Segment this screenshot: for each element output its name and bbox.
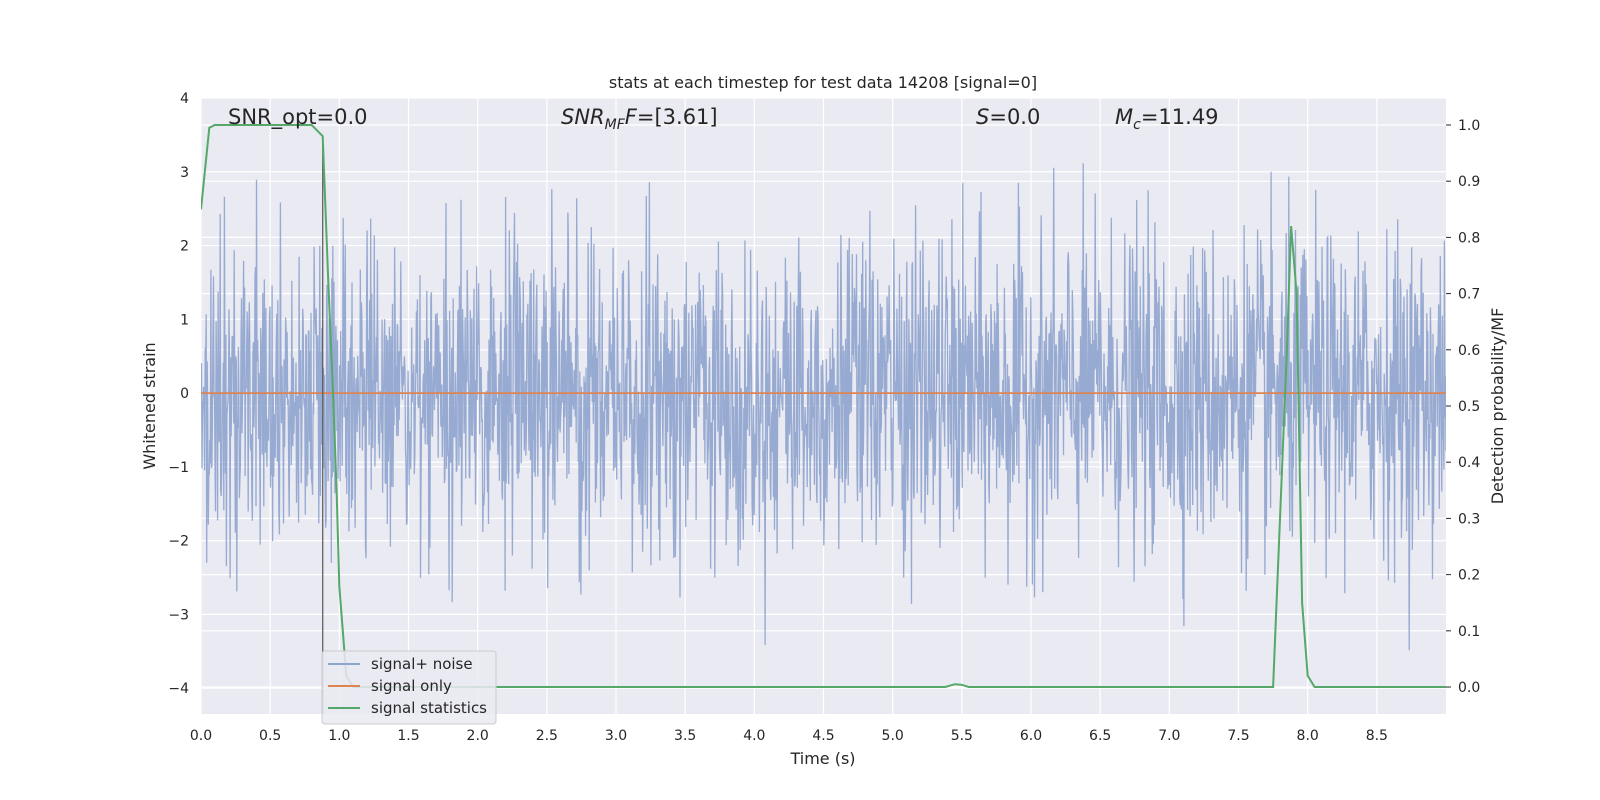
y-tick-label: 1: [180, 312, 189, 328]
annotation-s: S=0.0: [976, 105, 1040, 129]
y2-tick-label: 0.6: [1458, 343, 1480, 359]
x-tick-label: 3.5: [674, 728, 696, 744]
y2-tick-label: 0.5: [1458, 399, 1480, 415]
y-tick-label: −2: [168, 534, 189, 550]
series-signal-noise: [201, 163, 1446, 651]
y2-tick-label: 0.4: [1458, 455, 1480, 471]
y-tick-label: 4: [180, 91, 189, 107]
x-tick-label: 5.0: [882, 728, 904, 744]
y2-tick-label: 0.8: [1458, 230, 1480, 246]
plot-series: [201, 124, 1446, 714]
y2-tick-label: 0.0: [1458, 680, 1480, 696]
legend: signal+ noise signal only signal statist…: [321, 650, 497, 725]
x-axis-ticks: 0.0 0.5 1.0 1.5 2.0 2.5 3.0 3.5 4.0 4.5 5.0 5.5 6.0 6…: [190, 728, 1388, 744]
annotation-mc: Mc=11.49: [1115, 105, 1219, 133]
x-axis-label: Time (s): [789, 749, 855, 768]
legend-label-signal-statistics: signal statistics: [371, 699, 487, 717]
y-tick-label: −1: [168, 460, 189, 476]
annotation-snr-mf: SNRMFF=[3.61]: [561, 105, 718, 133]
annotation-snr-opt: SNR_opt=0.0: [228, 105, 368, 130]
x-tick-label: 0.0: [190, 728, 212, 744]
x-tick-label: 7.5: [1227, 728, 1249, 744]
y2-tick-label: 1.0: [1458, 118, 1480, 134]
y2-axis-ticks: 1.0 0.9 0.8 0.7 0.6 0.5 0.4 0.3 0.2 0.1 0.0: [1446, 118, 1480, 696]
y-tick-label: 2: [180, 239, 189, 255]
x-tick-label: 0.5: [259, 728, 281, 744]
x-tick-label: 2.0: [467, 728, 489, 744]
y-axis-label: Whitened strain: [140, 342, 159, 469]
y2-tick-label: 0.3: [1458, 511, 1480, 527]
x-tick-label: 6.0: [1020, 728, 1042, 744]
y2-tick-label: 0.1: [1458, 624, 1480, 640]
y2-axis-label: Detection probability/MF: [1488, 308, 1507, 505]
x-tick-label: 3.0: [605, 728, 627, 744]
x-tick-label: 2.5: [536, 728, 558, 744]
y-tick-label: 3: [180, 165, 189, 181]
y2-tick-label: 0.9: [1458, 174, 1480, 190]
x-tick-label: 7.0: [1158, 728, 1180, 744]
y-tick-label: 0: [180, 386, 189, 402]
y2-tick-label: 0.2: [1458, 568, 1480, 584]
legend-box: [321, 650, 497, 725]
x-tick-label: 5.5: [951, 728, 973, 744]
y-axis-ticks: 4 3 2 1 0 −1 −2 −3 −4: [168, 91, 189, 697]
x-tick-label: 4.5: [812, 728, 834, 744]
y-tick-label: −3: [168, 607, 189, 623]
legend-label-signal-only: signal only: [371, 677, 452, 695]
x-tick-label: 4.0: [743, 728, 765, 744]
chart-title: stats at each timestep for test data 142…: [609, 73, 1037, 92]
x-tick-label: 8.5: [1366, 728, 1388, 744]
y-tick-label: −4: [168, 681, 189, 697]
legend-label-signal-noise: signal+ noise: [371, 655, 473, 673]
x-tick-label: 8.0: [1297, 728, 1319, 744]
x-tick-label: 1.0: [328, 728, 350, 744]
series-signal-statistics: [201, 124, 1446, 688]
x-tick-label: 1.5: [397, 728, 419, 744]
y2-tick-label: 0.7: [1458, 287, 1480, 303]
x-tick-label: 6.5: [1089, 728, 1111, 744]
